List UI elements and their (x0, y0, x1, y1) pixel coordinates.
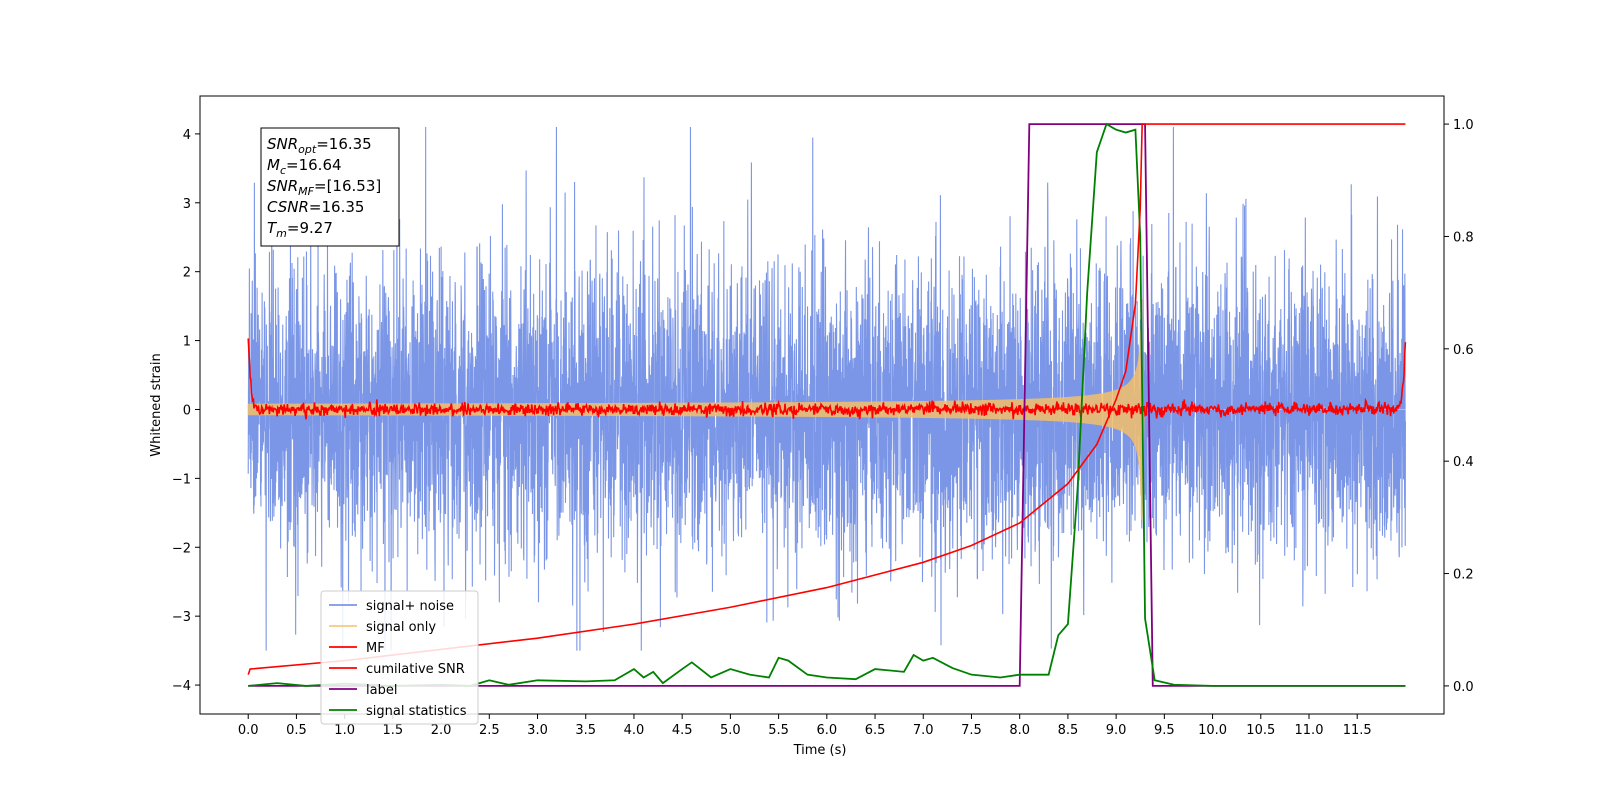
series-signal-only (247, 299, 1406, 520)
annotation-tm: Tm=9.27 (267, 219, 333, 240)
series-layer (247, 122, 1407, 687)
annotation-csnr: CSNR=16.35 (267, 198, 364, 216)
x-tick-label: 10.0 (1198, 723, 1227, 738)
plot-frame (199, 95, 1445, 715)
y-tick-label-left: 3 (183, 197, 191, 212)
series-mf (247, 338, 1407, 420)
x-tick-label: 2.0 (431, 723, 452, 738)
x-tick-label: 1.0 (334, 723, 355, 738)
legend: signal+ noise signal only MF cumilative SNR… (320, 590, 479, 725)
x-tick-label: 0.0 (238, 723, 259, 738)
x-tick-label: 6.5 (865, 723, 886, 738)
x-tick-label: 5.5 (768, 723, 789, 738)
x-axis-label: Time (s) (793, 743, 847, 758)
legend-entry-label: signal only (366, 620, 436, 635)
x-tick-label: 2.5 (479, 723, 500, 738)
x-tick-label: 11.0 (1295, 723, 1324, 738)
x-tick-label: 9.0 (1106, 723, 1127, 738)
y-tick-label-right: 0.2 (1453, 568, 1474, 583)
annotation-snr-opt: SNRopt=16.35 (267, 135, 372, 156)
legend-entry-label: signal+ noise (366, 599, 454, 614)
y-tick-label-right: 0.8 (1453, 230, 1474, 245)
y-tick-label-right: 0.0 (1453, 680, 1474, 695)
annotation-snr-mf: SNRMF=[16.53] (267, 177, 381, 198)
annotation-mc: Mc=16.64 (267, 156, 342, 177)
x-tick-label: 11.5 (1343, 723, 1372, 738)
x-tick-label: 4.5 (672, 723, 693, 738)
x-tick-label: 1.5 (383, 723, 404, 738)
y-tick-label-left: 4 (183, 128, 191, 143)
x-tick-label: 9.5 (1154, 723, 1175, 738)
x-tick-label: 5.0 (720, 723, 741, 738)
y-tick-label-left: −1 (172, 472, 191, 487)
y-tick-label-left: −2 (172, 541, 191, 556)
x-tick-label: 8.0 (1009, 723, 1030, 738)
y-tick-label-left: 0 (183, 403, 191, 418)
y-tick-label-left: −4 (172, 679, 191, 694)
series-signal-statistics (248, 122, 1406, 687)
legend-entry-label: label (366, 683, 397, 698)
x-tick-label: 3.5 (575, 723, 596, 738)
x-tick-label: 0.5 (286, 723, 307, 738)
x-axis: 0.0 0.5 1.0 1.5 2.0 2.5 3.0 3.5 4.0 4.5 5.0 5.5 6.0 6… (238, 714, 1372, 738)
x-tick-label: 4.0 (624, 723, 645, 738)
x-tick-label: 3.0 (527, 723, 548, 738)
x-tick-label: 6.0 (816, 723, 837, 738)
x-tick-label: 10.5 (1246, 723, 1275, 738)
x-tick-label: 7.0 (913, 723, 934, 738)
y-tick-label-left: −3 (172, 610, 191, 625)
y-tick-label-left: 2 (183, 266, 191, 281)
legend-entry-label: cumilative SNR (366, 662, 465, 677)
y-tick-label-right: 0.6 (1453, 343, 1474, 358)
legend-entry-label: MF (366, 641, 385, 656)
legend-entry-label: signal statistics (366, 704, 467, 719)
y-tick-label-right: 1.0 (1453, 118, 1474, 133)
x-tick-label: 7.5 (961, 723, 982, 738)
annotation-box: SNRopt=16.35 Mc=16.64 SNRMF=[16.53] CSNR… (260, 127, 400, 247)
y-tick-label-left: 1 (183, 335, 191, 350)
y-axis-right: 1.0 0.8 0.6 0.4 0.2 0.0 (1444, 118, 1474, 695)
y-tick-label-right: 0.4 (1453, 455, 1474, 470)
y-axis-label: Whitened strain (149, 353, 164, 456)
x-tick-label: 8.5 (1058, 723, 1079, 738)
y-axis-left: 4 3 2 1 0 −1 −2 −3 −4 (172, 128, 200, 694)
